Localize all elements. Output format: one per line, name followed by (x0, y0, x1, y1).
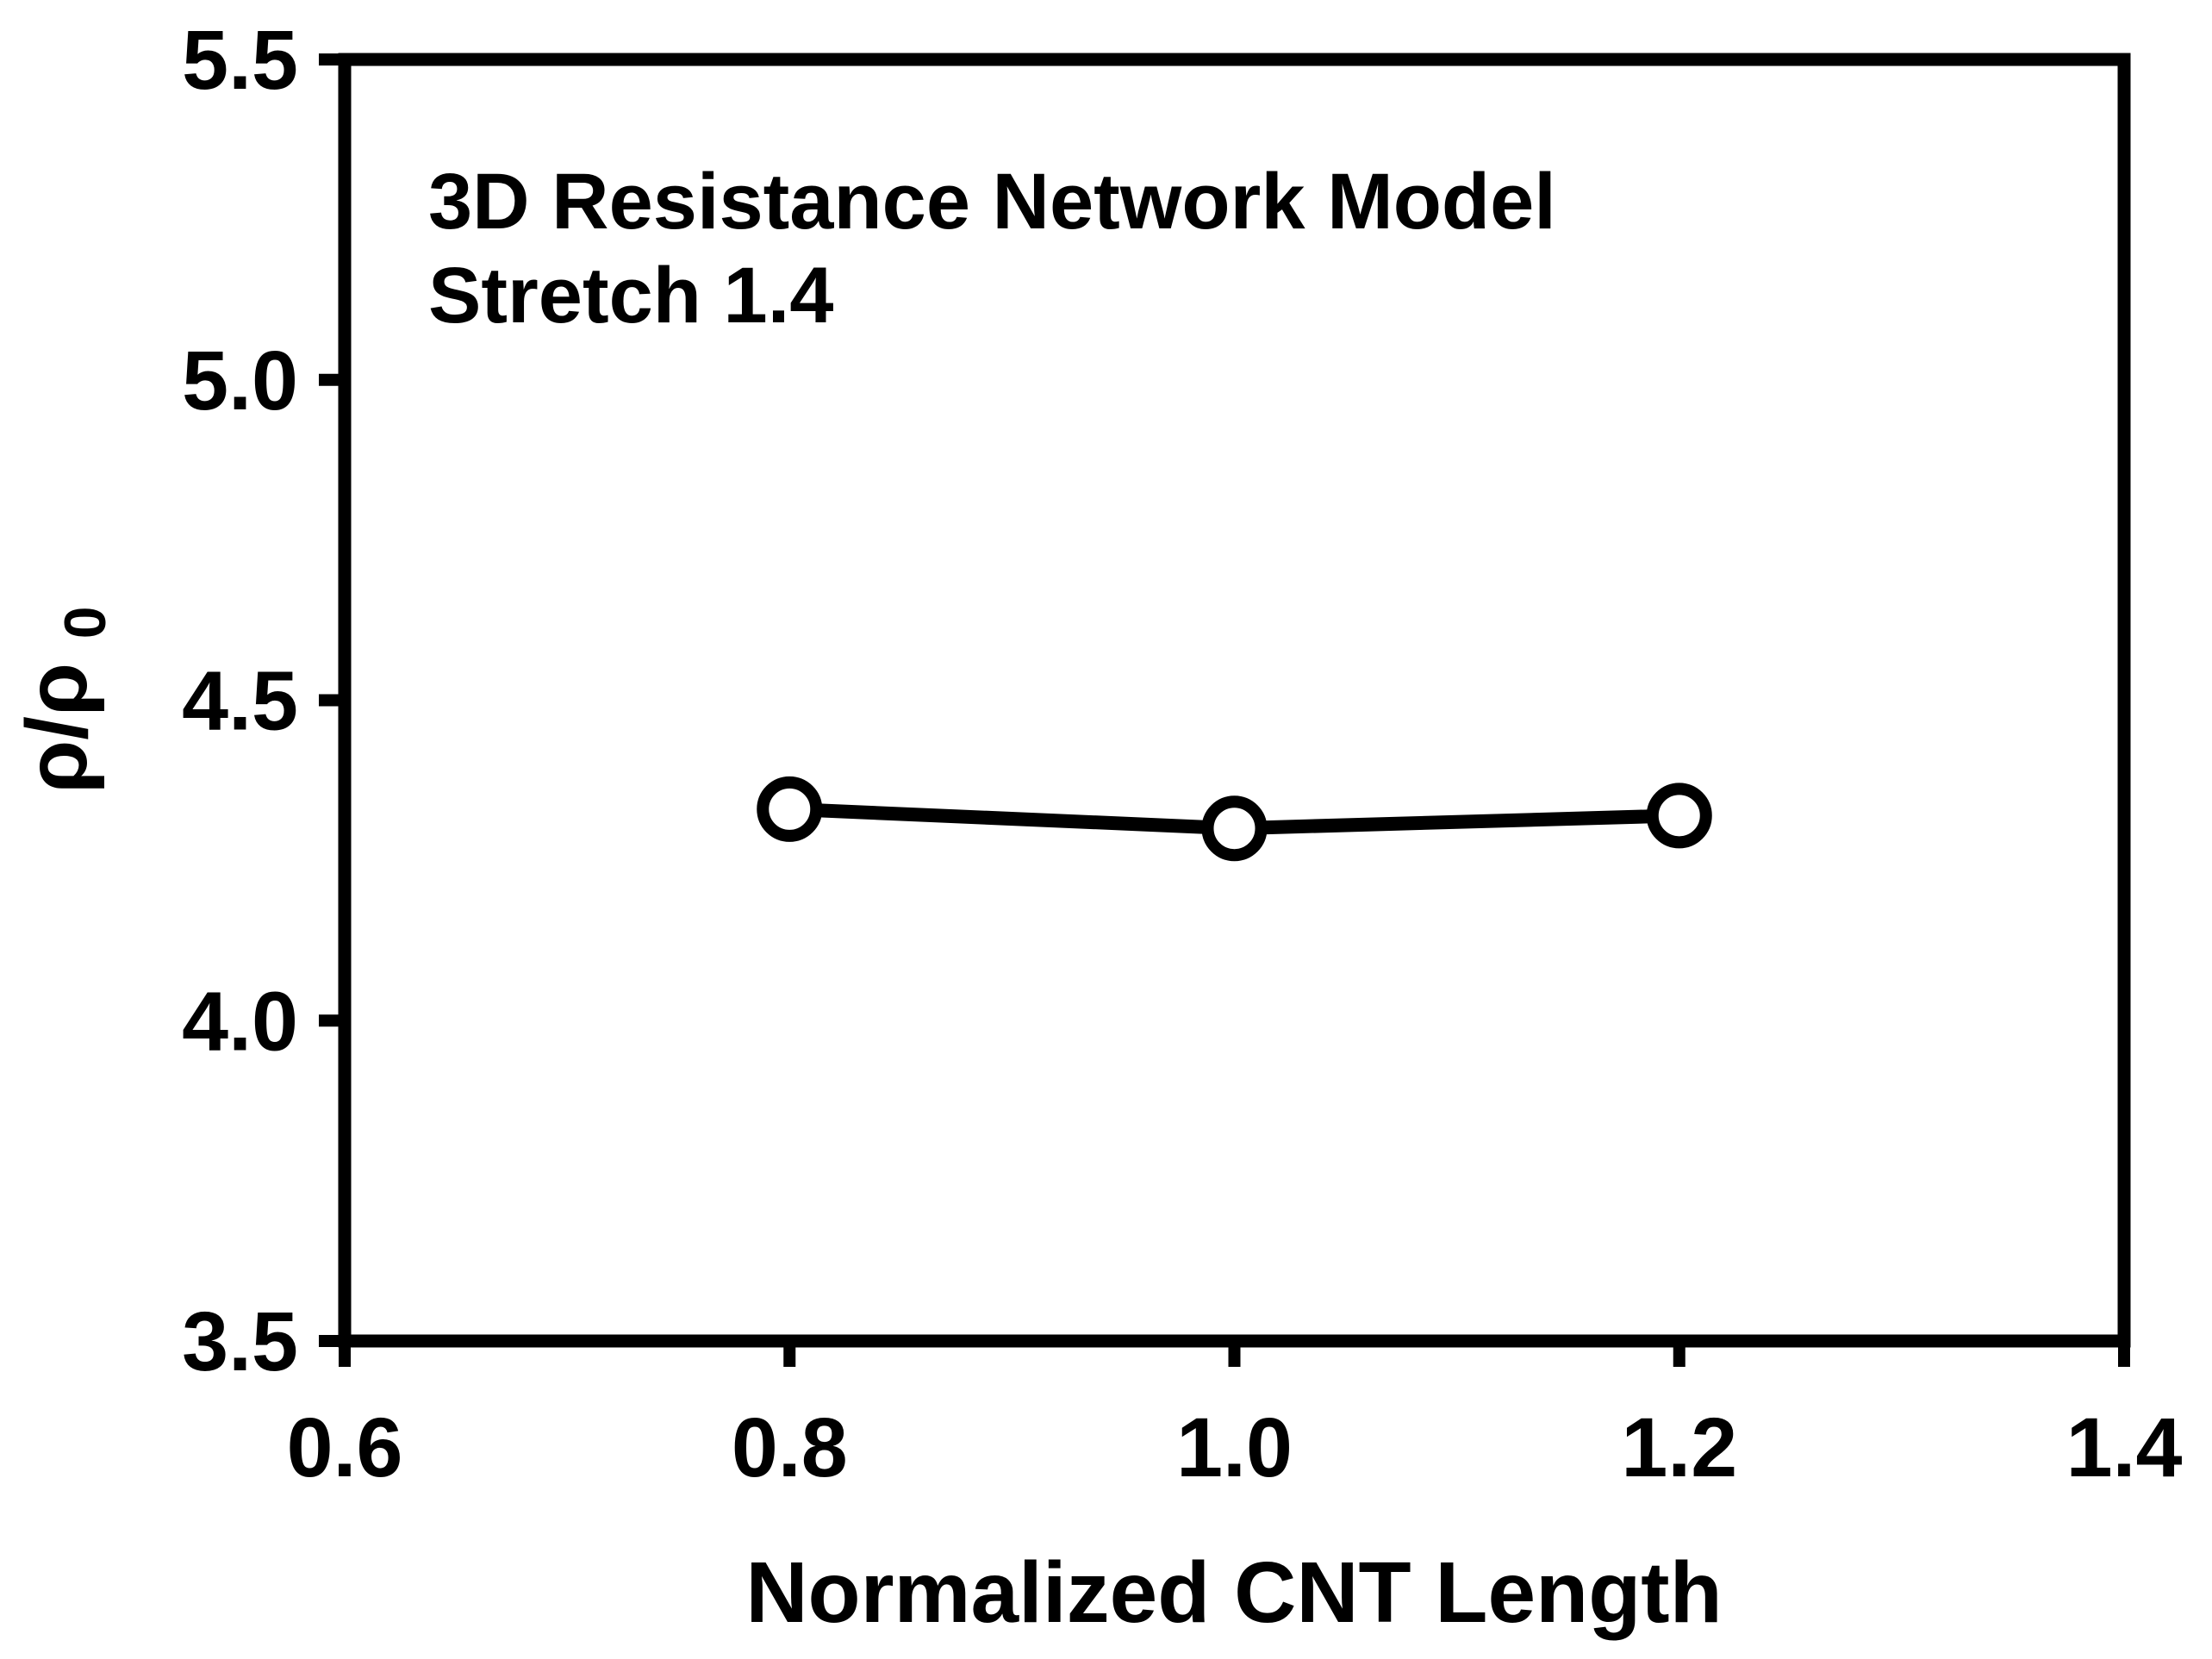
data-point-marker (757, 776, 823, 842)
data-point-marker (1646, 783, 1712, 849)
y-axis-title-subscript: 0 (53, 606, 118, 639)
plot-area (345, 59, 2124, 1341)
x-tick-label: 1.4 (2066, 1400, 2183, 1494)
x-tick-label: 0.6 (287, 1400, 403, 1494)
x-tick-labels: 0.6 0.8 1.0 1.2 1.4 (287, 1400, 2183, 1494)
data-series (757, 776, 1712, 862)
y-tick-label: 5.5 (182, 13, 298, 107)
annotation-line-1: 3D Resistance Network Model (428, 158, 1556, 246)
y-tick-labels: 3.5 4.0 4.5 5.0 5.5 (182, 13, 298, 1388)
y-axis-title: ρ/ρ 0 (9, 606, 118, 793)
plot-border (338, 53, 2131, 1348)
y-tick-label: 4.5 (182, 654, 298, 748)
y-tick-label: 3.5 (182, 1294, 298, 1388)
x-tick-label: 0.8 (732, 1400, 848, 1494)
data-point-marker (1201, 795, 1268, 862)
y-tick-label: 5.0 (182, 334, 298, 427)
annotation-line-2: Stretch 1.4 (428, 252, 833, 340)
y-tick-label: 4.0 (182, 974, 298, 1068)
x-tick-label: 1.0 (1176, 1400, 1293, 1494)
x-tick-label: 1.2 (1621, 1400, 1737, 1494)
y-axis-title-main: ρ/ρ (9, 663, 105, 794)
x-axis-title: Normalized CNT Length (745, 1544, 1722, 1641)
